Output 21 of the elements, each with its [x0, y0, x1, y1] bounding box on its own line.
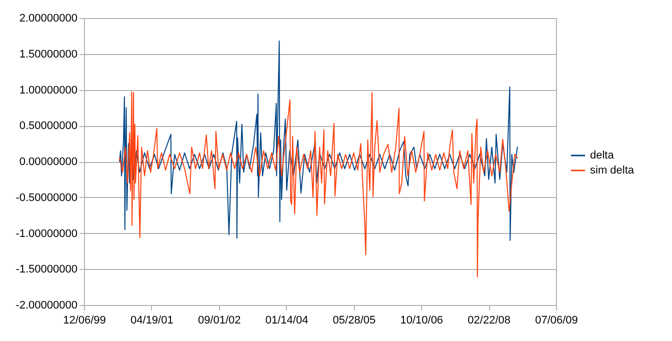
x-tick-label: 04/19/01 — [130, 314, 174, 326]
line-series — [118, 91, 518, 278]
y-tick-label: 2.00000000 — [19, 12, 78, 24]
y-tick-label: -1.00000000 — [16, 228, 78, 240]
y-tick-label: 0.50000000 — [19, 120, 78, 132]
y-tick-label: 1.50000000 — [19, 48, 78, 60]
legend-label: sim delta — [590, 164, 635, 176]
x-tick-label: 07/06/09 — [535, 314, 578, 326]
y-tick-label: 0.00000000 — [19, 156, 78, 168]
y-tick-label: -1.50000000 — [16, 264, 78, 276]
x-tick-label: 01/14/04 — [265, 314, 308, 326]
y-tick-label: 1.00000000 — [19, 84, 78, 96]
line-series — [118, 40, 518, 241]
x-tick-label: 10/10/06 — [400, 314, 444, 326]
legend-label: delta — [590, 150, 615, 162]
y-tick-label: -0.50000000 — [16, 192, 78, 204]
x-tick-label: 12/06/99 — [63, 314, 106, 326]
x-tick-label: 05/28/05 — [332, 314, 376, 326]
x-tick-label: 09/01/02 — [198, 314, 241, 326]
y-tick-label: -2.00000000 — [16, 300, 78, 312]
x-tick-label: 02/22/08 — [468, 314, 510, 326]
